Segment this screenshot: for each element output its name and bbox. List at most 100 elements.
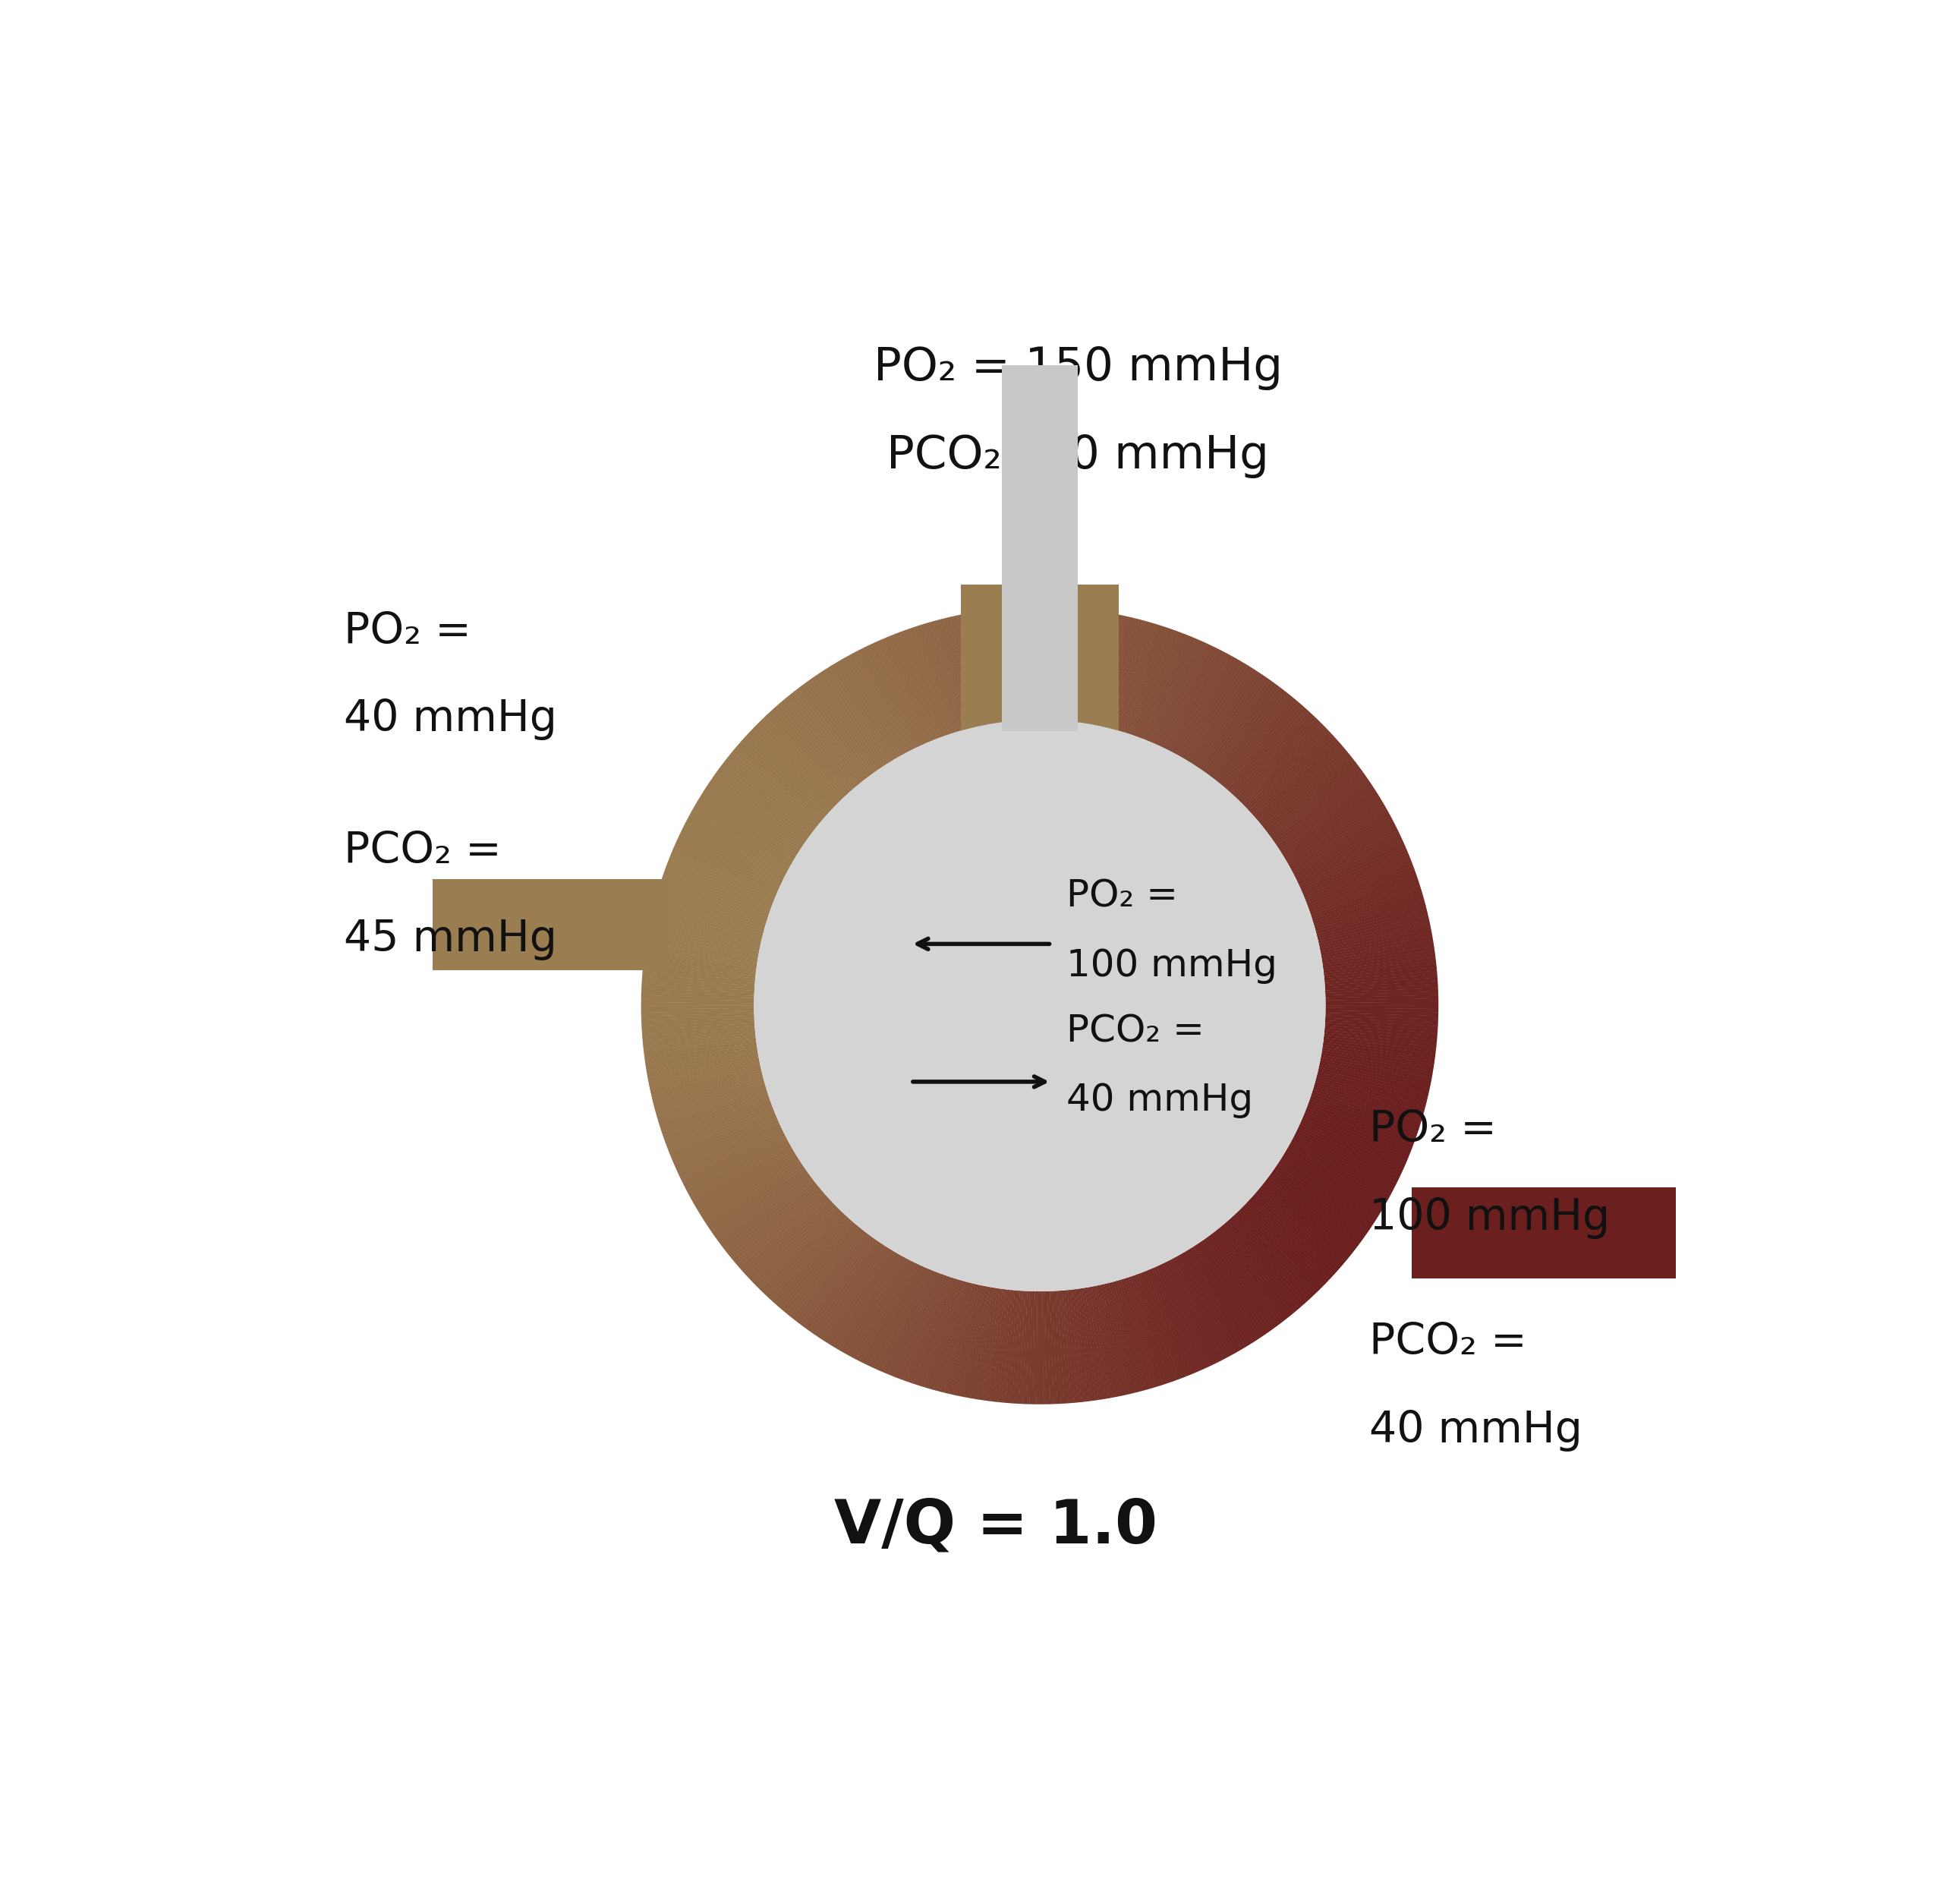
Wedge shape xyxy=(1102,617,1129,727)
Wedge shape xyxy=(1298,1125,1401,1177)
Wedge shape xyxy=(649,1062,760,1089)
Wedge shape xyxy=(1302,849,1409,897)
Wedge shape xyxy=(719,1175,812,1245)
Wedge shape xyxy=(643,967,756,981)
Wedge shape xyxy=(847,1255,903,1356)
Wedge shape xyxy=(781,1222,857,1312)
Wedge shape xyxy=(832,1249,892,1348)
Wedge shape xyxy=(999,609,1012,722)
Text: 45 mmHg: 45 mmHg xyxy=(344,918,558,960)
Wedge shape xyxy=(1288,809,1389,866)
Text: 100 mmHg: 100 mmHg xyxy=(1067,946,1277,984)
Wedge shape xyxy=(738,1194,826,1270)
Wedge shape xyxy=(1177,657,1236,756)
Wedge shape xyxy=(1261,1182,1352,1257)
Wedge shape xyxy=(750,729,834,809)
Wedge shape xyxy=(688,815,789,872)
Wedge shape xyxy=(1261,754,1352,828)
Wedge shape xyxy=(1280,1158,1378,1220)
Wedge shape xyxy=(758,722,839,803)
Wedge shape xyxy=(1164,647,1218,750)
Wedge shape xyxy=(1094,1285,1119,1398)
Wedge shape xyxy=(1312,885,1420,922)
Wedge shape xyxy=(1298,836,1403,887)
Wedge shape xyxy=(1317,1066,1428,1095)
Wedge shape xyxy=(1222,1224,1296,1314)
Wedge shape xyxy=(937,1281,968,1392)
Wedge shape xyxy=(1321,939,1434,962)
Wedge shape xyxy=(1265,1179,1356,1251)
Wedge shape xyxy=(1224,701,1298,788)
Wedge shape xyxy=(1220,695,1294,784)
Wedge shape xyxy=(1179,659,1240,758)
Wedge shape xyxy=(1323,1036,1436,1051)
Wedge shape xyxy=(814,674,880,769)
Wedge shape xyxy=(641,996,754,1002)
Wedge shape xyxy=(1298,1123,1403,1175)
Wedge shape xyxy=(1288,1144,1389,1201)
Wedge shape xyxy=(981,1289,1001,1401)
Wedge shape xyxy=(1315,1078,1426,1108)
Wedge shape xyxy=(1148,638,1195,743)
Wedge shape xyxy=(775,704,853,792)
Wedge shape xyxy=(1034,1291,1038,1405)
Wedge shape xyxy=(1189,1247,1251,1346)
Wedge shape xyxy=(828,1247,890,1346)
Wedge shape xyxy=(1125,625,1164,733)
Wedge shape xyxy=(661,880,769,918)
Wedge shape xyxy=(643,960,756,977)
Wedge shape xyxy=(1141,1272,1183,1378)
Wedge shape xyxy=(937,619,968,729)
Wedge shape xyxy=(1123,1278,1160,1386)
Wedge shape xyxy=(1255,1192,1343,1268)
Wedge shape xyxy=(1063,607,1074,722)
Wedge shape xyxy=(1269,767,1362,838)
Wedge shape xyxy=(1073,609,1088,722)
Wedge shape xyxy=(1090,613,1113,724)
Wedge shape xyxy=(940,619,972,729)
Wedge shape xyxy=(1168,1260,1220,1363)
Wedge shape xyxy=(1302,1118,1407,1165)
Wedge shape xyxy=(696,800,795,861)
Wedge shape xyxy=(802,684,872,775)
Wedge shape xyxy=(865,1262,917,1365)
Wedge shape xyxy=(853,1259,907,1359)
Wedge shape xyxy=(1240,722,1321,803)
Wedge shape xyxy=(738,741,826,819)
Wedge shape xyxy=(870,1264,921,1369)
Wedge shape xyxy=(1150,638,1199,743)
Wedge shape xyxy=(752,725,835,807)
Wedge shape xyxy=(783,697,859,786)
Wedge shape xyxy=(1300,840,1405,889)
Wedge shape xyxy=(1296,1131,1399,1184)
Wedge shape xyxy=(1325,1028,1438,1040)
Wedge shape xyxy=(1265,760,1356,832)
Wedge shape xyxy=(890,634,935,741)
Wedge shape xyxy=(1209,1236,1277,1329)
Wedge shape xyxy=(1053,1291,1061,1403)
Wedge shape xyxy=(1253,1194,1341,1270)
Wedge shape xyxy=(645,1051,758,1072)
Wedge shape xyxy=(1063,1291,1074,1403)
Text: PO₂ =: PO₂ = xyxy=(1370,1110,1496,1152)
Wedge shape xyxy=(1278,1160,1376,1222)
Wedge shape xyxy=(1317,1070,1428,1099)
Wedge shape xyxy=(1018,1291,1028,1403)
Wedge shape xyxy=(1121,1279,1156,1388)
Wedge shape xyxy=(665,1101,771,1142)
Wedge shape xyxy=(828,666,890,764)
Wedge shape xyxy=(762,716,843,800)
Wedge shape xyxy=(1100,1285,1127,1396)
Wedge shape xyxy=(870,644,921,746)
Wedge shape xyxy=(1282,1154,1380,1217)
Wedge shape xyxy=(1185,1251,1245,1350)
Wedge shape xyxy=(1187,663,1247,762)
Wedge shape xyxy=(791,691,865,783)
Wedge shape xyxy=(1292,1137,1393,1192)
Wedge shape xyxy=(1018,607,1028,720)
Wedge shape xyxy=(950,1283,977,1396)
Wedge shape xyxy=(1277,783,1372,847)
Bar xyxy=(1003,366,1078,731)
Wedge shape xyxy=(1168,649,1220,750)
Wedge shape xyxy=(1172,651,1226,754)
